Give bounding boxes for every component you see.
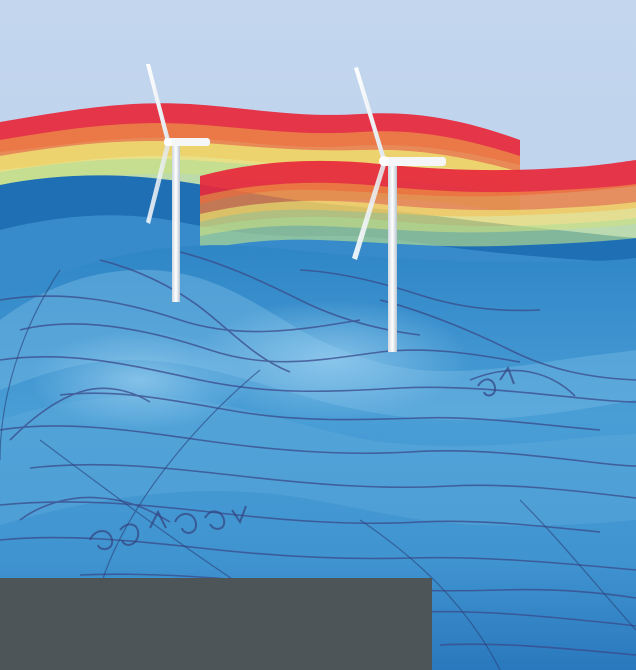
turbine-hub xyxy=(379,156,389,166)
turbine-tower xyxy=(388,166,397,352)
turbine-blade xyxy=(146,142,170,224)
turbine-nacelle xyxy=(380,157,446,166)
turbine-nacelle xyxy=(164,138,210,146)
turbine-tower xyxy=(172,146,180,302)
turbine-blade xyxy=(352,162,386,260)
sea-glow-2 xyxy=(30,330,250,430)
rainbow-band-front xyxy=(200,160,636,250)
depth-soundings xyxy=(89,365,515,551)
turbine-blade xyxy=(354,67,386,161)
grid-arcs xyxy=(0,269,636,670)
sea-glow xyxy=(190,300,470,420)
wind-turbine-left xyxy=(146,64,210,302)
turbine-hub xyxy=(164,138,172,146)
wind-turbine-right xyxy=(352,67,446,352)
turbine-blade xyxy=(146,64,170,142)
footer-panel xyxy=(0,578,432,670)
